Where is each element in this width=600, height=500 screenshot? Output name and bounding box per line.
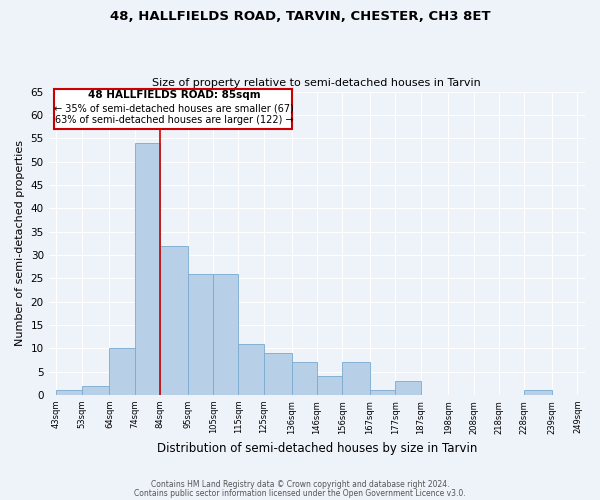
Bar [109, 348, 134, 395]
Bar [370, 390, 395, 395]
Text: Contains HM Land Registry data © Crown copyright and database right 2024.: Contains HM Land Registry data © Crown c… [151, 480, 449, 489]
Bar [188, 274, 213, 395]
Text: ← 35% of semi-detached houses are smaller (67): ← 35% of semi-detached houses are smalle… [54, 104, 294, 114]
Bar [134, 143, 160, 395]
Bar [238, 344, 264, 395]
Text: 63% of semi-detached houses are larger (122) →: 63% of semi-detached houses are larger (… [55, 116, 293, 126]
Bar [82, 386, 109, 395]
Bar [264, 353, 292, 395]
Title: Size of property relative to semi-detached houses in Tarvin: Size of property relative to semi-detach… [152, 78, 481, 88]
X-axis label: Distribution of semi-detached houses by size in Tarvin: Distribution of semi-detached houses by … [157, 442, 477, 455]
Text: Contains public sector information licensed under the Open Government Licence v3: Contains public sector information licen… [134, 489, 466, 498]
Bar [317, 376, 342, 395]
Bar [160, 246, 188, 395]
Text: 48, HALLFIELDS ROAD, TARVIN, CHESTER, CH3 8ET: 48, HALLFIELDS ROAD, TARVIN, CHESTER, CH… [110, 10, 490, 23]
Bar [56, 390, 82, 395]
Bar [342, 362, 370, 395]
Bar [524, 390, 552, 395]
FancyBboxPatch shape [54, 89, 292, 129]
Bar [292, 362, 317, 395]
Y-axis label: Number of semi-detached properties: Number of semi-detached properties [15, 140, 25, 346]
Bar [395, 381, 421, 395]
Bar [213, 274, 238, 395]
Text: 48 HALLFIELDS ROAD: 85sqm: 48 HALLFIELDS ROAD: 85sqm [88, 90, 260, 101]
